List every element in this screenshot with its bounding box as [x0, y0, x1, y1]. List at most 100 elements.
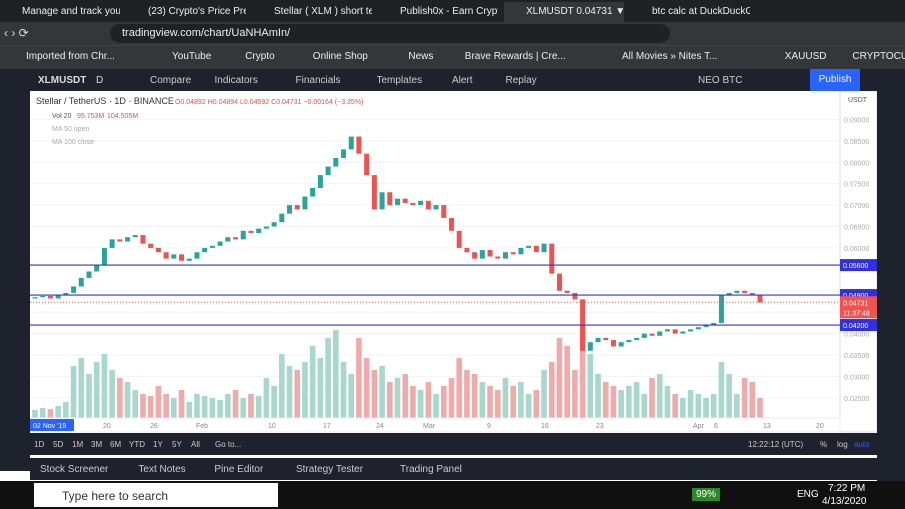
bookmark[interactable]: XAUUSD — [784, 51, 827, 62]
volume-bar — [564, 346, 570, 418]
volume-bar — [279, 354, 285, 418]
range-button[interactable]: Go to... — [215, 440, 241, 449]
range-button[interactable]: YTD — [129, 440, 145, 449]
y-tick-label: 0.08500 — [844, 139, 869, 146]
search-placeholder: Type here to search — [62, 489, 169, 503]
interval[interactable]: D — [96, 75, 104, 86]
bookmark[interactable]: News — [408, 51, 434, 62]
scale-option[interactable]: auto — [854, 440, 870, 449]
candle — [325, 166, 331, 176]
search-box[interactable]: Type here to search — [34, 483, 278, 507]
right-sidebar — [877, 69, 905, 481]
volume-bar — [579, 326, 586, 418]
bookmark[interactable]: Brave Rewards | Cre... — [464, 51, 566, 62]
bookmark[interactable]: Crypto — [245, 51, 275, 62]
tab[interactable]: Stellar ( XLM ) short te — [274, 6, 372, 17]
range-button[interactable]: 1D — [34, 440, 44, 449]
panel-tab[interactable]: Pine Editor — [214, 464, 264, 475]
volume-bar — [548, 362, 555, 418]
volume-bar — [471, 374, 478, 418]
volume-bar — [494, 390, 501, 418]
volume-bar — [402, 374, 409, 418]
x-label: 23 — [596, 423, 604, 430]
tab[interactable]: Manage and track you — [22, 6, 120, 17]
range-button[interactable]: All — [191, 440, 200, 449]
toolbar-item[interactable]: Replay — [505, 75, 537, 86]
bookmark[interactable]: CRYPTOCURRENCY... — [852, 51, 905, 62]
tab[interactable]: Publish0x - Earn Crypt — [400, 6, 498, 17]
candle — [495, 256, 501, 259]
scale-option[interactable]: log — [837, 440, 848, 449]
volume-bar — [263, 378, 270, 418]
volume-bar — [602, 382, 609, 418]
candle — [317, 175, 323, 188]
panel-tab[interactable]: Strategy Tester — [296, 464, 364, 475]
volume-bar — [101, 354, 108, 418]
toolbar-item[interactable]: Indicators — [214, 75, 258, 86]
candle — [341, 149, 347, 158]
candle — [348, 136, 354, 150]
bookmark[interactable]: All Movies » Nites T... — [622, 51, 718, 62]
compare-symbol[interactable]: NEO BTC — [698, 75, 743, 86]
toolbar-item[interactable]: Compare — [150, 75, 192, 86]
candle — [47, 295, 53, 299]
volume-bar — [325, 338, 331, 418]
chart: 0.025000.030000.035000.040000.045000.050… — [30, 91, 877, 455]
x-label: 13 — [763, 423, 771, 430]
panel-tab[interactable]: Trading Panel — [400, 464, 462, 475]
candle — [148, 243, 154, 248]
range-button[interactable]: 6M — [110, 440, 121, 449]
toolbar-item[interactable]: Alert — [452, 75, 473, 86]
symbol[interactable]: XLMUSDT — [38, 75, 87, 86]
candle — [564, 290, 570, 293]
range-button[interactable]: 1Y — [153, 440, 163, 449]
scale-option[interactable]: % — [820, 440, 827, 449]
candle — [71, 286, 77, 293]
range-button[interactable]: 5Y — [172, 440, 182, 449]
candle — [657, 331, 663, 336]
chart-title: Stellar / TetherUS · 1D · BINANCE — [36, 96, 174, 106]
volume-bar — [687, 390, 694, 418]
volume-bar — [734, 394, 740, 418]
toolbar-item[interactable]: Templates — [376, 75, 423, 86]
range-button[interactable]: 5D — [53, 440, 63, 449]
volume-bar — [440, 386, 447, 418]
toolbar-item[interactable]: Financials — [295, 75, 341, 86]
publish-button[interactable]: Publish — [810, 69, 860, 91]
candle — [333, 157, 339, 167]
candle — [672, 329, 678, 334]
volume-bar — [78, 358, 85, 418]
bookmark[interactable]: YouTube — [172, 51, 212, 62]
tab[interactable]: (23) Crypto's Price Pre — [148, 6, 246, 17]
candle — [464, 247, 470, 253]
volume-bar — [140, 394, 146, 418]
volume-bar — [757, 398, 763, 418]
panel-tab[interactable]: Stock Screener — [40, 464, 109, 475]
volume-bar — [363, 358, 370, 418]
nav-buttons[interactable]: ‹ › ⟳ — [4, 26, 29, 40]
range-button[interactable]: 3M — [91, 440, 102, 449]
price-label-bg — [840, 296, 877, 319]
volume-bar — [132, 390, 139, 418]
tab[interactable]: btc calc at DuckDuckG — [652, 6, 750, 17]
omnibox[interactable]: tradingview.com/chart/UaNHAmIn/ — [110, 24, 670, 43]
x-label: 02 Nov '19 — [33, 423, 66, 430]
bookmark[interactable]: Imported from Chr... — [26, 51, 115, 62]
range-button[interactable]: 1M — [72, 440, 83, 449]
candle — [479, 250, 485, 259]
volume-bar — [317, 358, 324, 418]
volume-bar — [255, 396, 262, 418]
candle — [549, 243, 555, 274]
volume-bar — [147, 396, 154, 418]
volume-bar — [479, 382, 486, 418]
candle — [248, 230, 254, 233]
y-tick-label: 0.07500 — [844, 182, 869, 189]
y-tick-label: 0.03500 — [844, 353, 869, 360]
panel-tab[interactable]: Text Notes — [138, 464, 186, 475]
tab[interactable]: XLMUSDT 0.04731 ▼ — [504, 2, 624, 22]
volume-bar — [464, 370, 470, 418]
bookmark[interactable]: Online Shop — [312, 51, 368, 62]
volume-bar — [309, 346, 316, 418]
candle — [132, 235, 138, 238]
